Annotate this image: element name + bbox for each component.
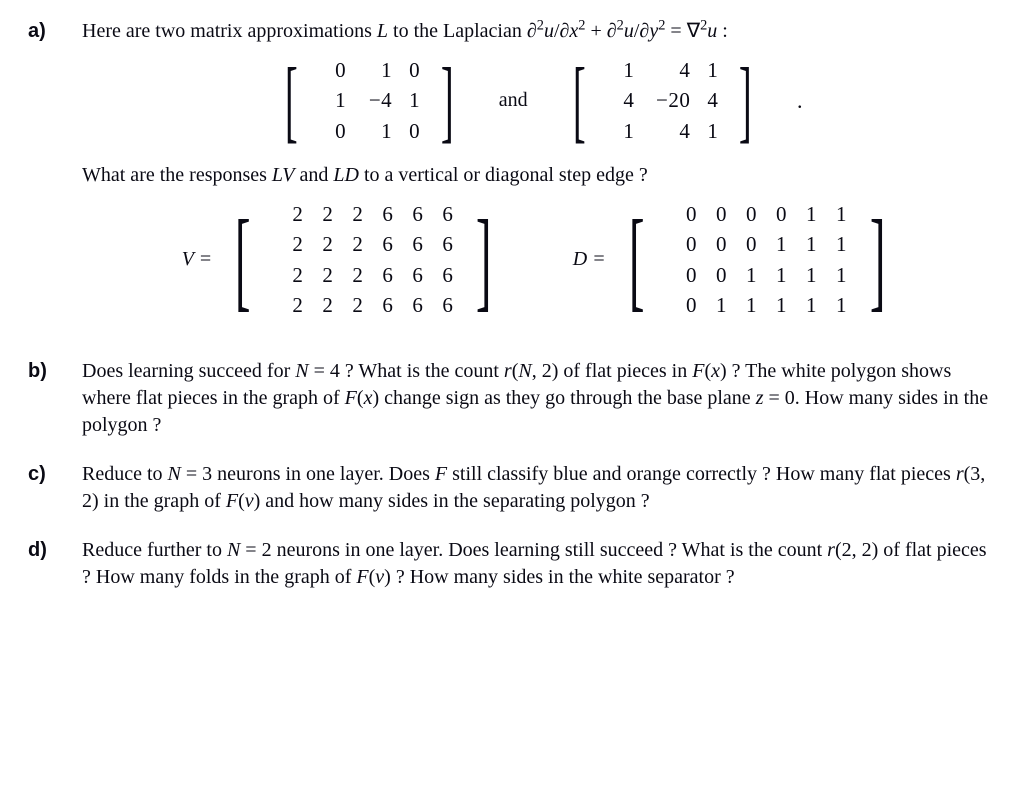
matrix-V-group: V = [ 222666222666222666222666 ] [182,199,503,320]
item-d-text: Reduce further to N = 2 neurons in one l… [82,537,996,591]
period: . [797,86,803,116]
right-bracket-icon: ] [739,68,752,132]
exercise-page: a) Here are two matrix approximations L … [0,0,1024,653]
item-a-intro: Here are two matrix approximations L to … [82,18,996,45]
matrix-D-group: D = [ 000011000111001111011111 ] [573,199,897,320]
left-bracket-icon: [ [573,68,586,132]
item-a-VD-row: V = [ 222666222666222666222666 ] D = [ 0… [82,199,996,320]
item-d-label: d) [28,537,64,591]
matrix-L2: [ 1414−204141 ] [564,55,761,146]
left-bracket-icon: [ [284,68,297,132]
item-a-body: Here are two matrix approximations L to … [82,18,996,336]
D-label: D = [573,246,606,273]
right-bracket-icon: ] [441,68,454,132]
item-a-matrices-row: [ 0101−41010 ] and [ 1414−204141 ] . [82,55,996,146]
and-text: and [499,87,528,114]
left-bracket-icon: [ [235,221,251,299]
item-a-question: What are the responses LV and LD to a ve… [82,162,996,189]
item-c-text: Reduce to N = 3 neurons in one layer. Do… [82,461,996,515]
item-d: d) Reduce further to N = 2 neurons in on… [28,537,996,591]
item-b: b) Does learning succeed for N = 4 ? Wha… [28,358,996,439]
item-b-text: Does learning succeed for N = 4 ? What i… [82,358,996,439]
right-bracket-icon: ] [476,221,492,299]
right-bracket-icon: ] [870,221,886,299]
item-c-label: c) [28,461,64,515]
left-bracket-icon: [ [628,221,644,299]
item-c: c) Reduce to N = 3 neurons in one layer.… [28,461,996,515]
item-a-label: a) [28,18,64,336]
V-label: V = [182,246,212,273]
item-b-label: b) [28,358,64,439]
item-a: a) Here are two matrix approximations L … [28,18,996,336]
matrix-L1: [ 0101−41010 ] [276,55,463,146]
